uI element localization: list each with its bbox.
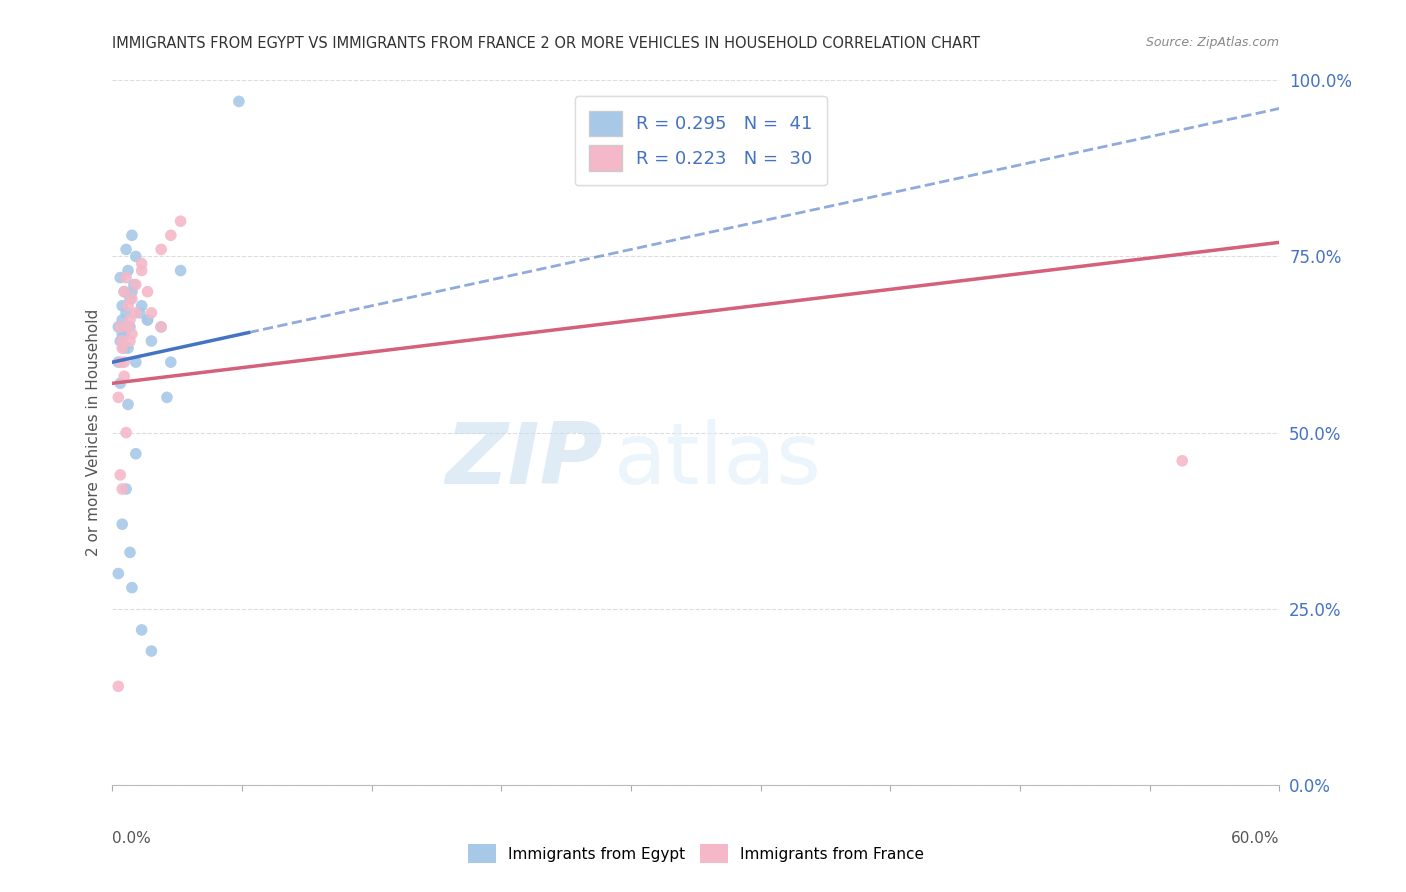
Point — [118, 334, 141, 348]
Point — [125, 249, 148, 264]
Point — [107, 679, 129, 693]
Point — [125, 355, 148, 369]
Point — [117, 263, 139, 277]
Point — [107, 566, 129, 581]
Point — [121, 285, 143, 299]
Text: atlas: atlas — [614, 419, 823, 502]
Point — [112, 326, 135, 341]
Point — [125, 277, 148, 292]
Point — [125, 306, 148, 320]
Point — [110, 467, 132, 482]
Point — [131, 623, 153, 637]
Point — [125, 447, 148, 461]
Point — [111, 334, 134, 348]
Point — [117, 299, 139, 313]
Point — [112, 285, 135, 299]
Y-axis label: 2 or more Vehicles in Household: 2 or more Vehicles in Household — [86, 309, 101, 557]
Point — [118, 292, 141, 306]
Point — [117, 397, 139, 411]
Text: IMMIGRANTS FROM EGYPT VS IMMIGRANTS FROM FRANCE 2 OR MORE VEHICLES IN HOUSEHOLD : IMMIGRANTS FROM EGYPT VS IMMIGRANTS FROM… — [112, 36, 980, 51]
Point — [121, 326, 143, 341]
Point — [110, 319, 132, 334]
Point — [141, 334, 163, 348]
Point — [128, 306, 150, 320]
Point — [107, 319, 129, 334]
Point — [118, 319, 141, 334]
Point — [115, 270, 138, 285]
Text: 60.0%: 60.0% — [1232, 831, 1279, 846]
Point — [112, 355, 135, 369]
Point — [110, 270, 132, 285]
Legend: R = 0.295   N =  41, R = 0.223   N =  30: R = 0.295 N = 41, R = 0.223 N = 30 — [575, 96, 827, 186]
Point — [118, 313, 141, 327]
Point — [160, 228, 183, 243]
Point — [136, 313, 159, 327]
Point — [111, 341, 134, 355]
Point — [136, 285, 159, 299]
Point — [112, 285, 135, 299]
Point — [131, 256, 153, 270]
Point — [111, 299, 134, 313]
Text: Source: ZipAtlas.com: Source: ZipAtlas.com — [1146, 36, 1279, 49]
Point — [141, 306, 163, 320]
Point — [1171, 454, 1194, 468]
Point — [110, 376, 132, 391]
Point — [131, 263, 153, 277]
Point — [111, 482, 134, 496]
Point — [121, 228, 143, 243]
Point — [111, 517, 134, 532]
Point — [110, 355, 132, 369]
Point — [156, 391, 179, 405]
Text: 0.0%: 0.0% — [112, 831, 152, 846]
Point — [150, 243, 173, 257]
Point — [107, 355, 129, 369]
Point — [122, 277, 145, 292]
Point — [112, 369, 135, 384]
Point — [228, 95, 250, 109]
Point — [115, 482, 138, 496]
Point — [115, 243, 138, 257]
Point — [150, 319, 173, 334]
Point — [121, 581, 143, 595]
Point — [169, 214, 191, 228]
Point — [160, 355, 183, 369]
Point — [115, 306, 138, 320]
Point — [111, 326, 134, 341]
Point — [111, 313, 134, 327]
Point — [131, 299, 153, 313]
Point — [117, 341, 139, 355]
Point — [112, 341, 135, 355]
Point — [121, 292, 143, 306]
Point — [118, 545, 141, 559]
Point — [115, 425, 138, 440]
Point — [110, 334, 132, 348]
Point — [141, 644, 163, 658]
Text: ZIP: ZIP — [444, 419, 603, 502]
Point — [169, 263, 191, 277]
Point — [136, 313, 159, 327]
Point — [117, 319, 139, 334]
Point — [150, 319, 173, 334]
Point — [107, 391, 129, 405]
